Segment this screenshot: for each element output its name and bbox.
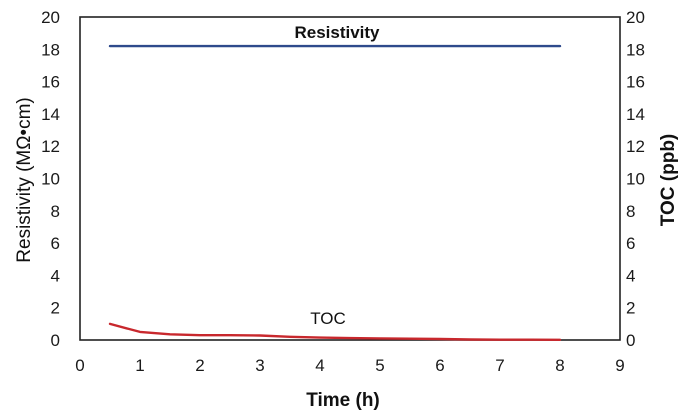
left-y-tick-label: 2 [51,299,60,318]
right-y-tick-label: 6 [626,234,635,253]
x-tick-label: 3 [255,356,264,375]
left-y-tick-label: 8 [51,202,60,221]
plot-frame [79,16,621,341]
left-y-tick-label: 18 [41,40,60,59]
x-tick-label: 5 [375,356,384,375]
left-y-tick-label: 14 [41,105,60,124]
right-y-tick-label: 18 [626,40,645,59]
left-y-tick-label: 0 [51,331,60,350]
right-y-tick-label: 20 [626,8,645,27]
right-y-axis-ticks: 0 2 4 6 8 10 12 14 16 18 20 [626,8,645,350]
right-y-tick-label: 0 [626,331,635,350]
left-y-tick-label: 4 [51,266,60,285]
left-y-axis-title: Resistivity (MΩ•cm) [14,97,35,262]
x-tick-label: 1 [135,356,144,375]
right-y-axis-title: TOC (ppb) [658,134,679,227]
left-y-axis-ticks: 0 2 4 6 8 10 12 14 16 18 20 [41,8,60,350]
x-tick-label: 6 [435,356,444,375]
x-tick-label: 9 [615,356,624,375]
resistivity-series-label: Resistivity [294,23,380,42]
left-y-tick-label: 16 [41,73,60,92]
right-y-tick-label: 8 [626,202,635,221]
right-y-tick-label: 16 [626,73,645,92]
left-y-tick-label: 10 [41,170,60,189]
left-y-tick-label: 20 [41,8,60,27]
right-y-tick-label: 4 [626,266,635,285]
left-y-tick-label: 12 [41,137,60,156]
right-y-tick-label: 12 [626,137,645,156]
x-tick-label: 8 [555,356,564,375]
toc-series-label: TOC [310,309,346,328]
x-tick-label: 0 [75,356,84,375]
toc-series-line [108,322,562,341]
x-tick-label: 7 [495,356,504,375]
right-y-tick-label: 2 [626,299,635,318]
series-lines [108,44,562,341]
plot-area [79,16,621,341]
right-y-tick-label: 10 [626,170,645,189]
x-axis-title: Time (h) [306,390,380,410]
right-y-tick-label: 14 [626,105,645,124]
x-tick-label: 2 [195,356,204,375]
left-y-tick-label: 6 [51,234,60,253]
x-tick-label: 4 [315,356,324,375]
x-axis-ticks: 0 1 2 3 4 5 6 7 8 9 [75,356,624,375]
